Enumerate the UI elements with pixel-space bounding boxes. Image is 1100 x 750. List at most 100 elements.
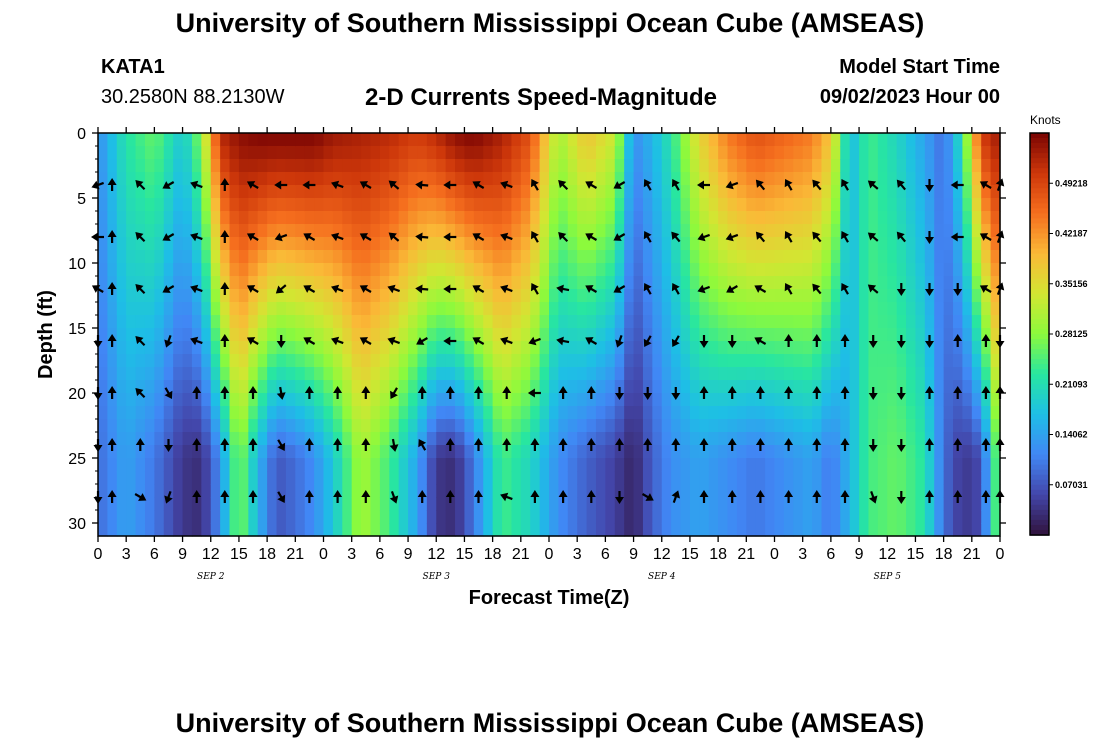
heatmap-cell	[238, 458, 249, 472]
current-arrow	[981, 334, 991, 347]
heatmap-cell	[962, 237, 973, 251]
heatmap-cell	[605, 250, 616, 264]
arrow-head	[389, 444, 399, 452]
heatmap-cell	[191, 328, 202, 342]
x-tick-label: 3	[122, 546, 131, 563]
heatmap-cell	[342, 211, 353, 225]
heatmap-cell	[342, 367, 353, 381]
heatmap-cell	[276, 354, 287, 368]
heatmap-cell	[934, 354, 945, 368]
heatmap-cell	[173, 133, 184, 147]
heatmap-cell	[314, 315, 325, 329]
heatmap-cell	[793, 315, 804, 329]
current-arrow	[220, 438, 230, 451]
heatmap-cell	[671, 328, 682, 342]
heatmap-cell	[765, 211, 776, 225]
y-axis-title: Depth (ft)	[35, 290, 57, 379]
heatmap-cell	[812, 393, 823, 407]
heatmap-cell	[304, 367, 315, 381]
arrow-head	[474, 438, 483, 445]
heatmap-cell	[379, 380, 390, 394]
heatmap-cell	[849, 198, 860, 212]
heatmap-cell	[887, 380, 898, 394]
heatmap-cell	[746, 445, 757, 459]
heatmap-cell	[830, 315, 841, 329]
heatmap-cell	[332, 237, 343, 251]
heatmap-cell	[812, 237, 823, 251]
heatmap-cell	[962, 445, 973, 459]
heatmap-cell	[276, 419, 287, 433]
heatmap-cell	[426, 315, 437, 329]
heatmap-cell	[116, 354, 127, 368]
heatmap-cell	[868, 224, 879, 238]
colorbar-segment	[1030, 419, 1049, 426]
heatmap-cell	[755, 341, 766, 355]
heatmap-cell	[736, 198, 747, 212]
heatmap-cell	[126, 471, 137, 485]
heatmap-cell	[210, 471, 221, 485]
arrow-head	[925, 237, 934, 244]
colorbar-segment	[1030, 414, 1049, 421]
heatmap-cell	[483, 185, 494, 199]
heatmap-cell	[558, 276, 569, 290]
current-arrow	[502, 386, 512, 399]
heatmap-cell	[426, 406, 437, 420]
heatmap-cell	[887, 510, 898, 524]
heatmap-cell	[201, 510, 212, 524]
arrow-head	[812, 334, 822, 341]
heatmap-cell	[765, 393, 776, 407]
heatmap-cell	[238, 198, 249, 212]
heatmap-cell	[981, 471, 992, 485]
heatmap-cell	[182, 276, 193, 290]
heatmap-cell	[126, 172, 137, 186]
heatmap-cell	[802, 263, 813, 277]
heatmap-cell	[906, 237, 917, 251]
heatmap-cell	[802, 315, 813, 329]
heatmap-cell	[896, 211, 907, 225]
heatmap-cell	[126, 523, 137, 537]
heatmap-cell	[389, 432, 400, 446]
heatmap-cell	[624, 510, 635, 524]
heatmap-cell	[614, 380, 625, 394]
heatmap-cell	[877, 289, 888, 303]
heatmap-cell	[990, 341, 1001, 355]
heatmap-cell	[934, 315, 945, 329]
heatmap-cell	[812, 445, 823, 459]
heatmap-cell	[793, 367, 804, 381]
heatmap-cell	[567, 276, 578, 290]
heatmap-cell	[802, 510, 813, 524]
heatmap-cell	[107, 133, 118, 147]
heatmap-cell	[276, 237, 287, 251]
heatmap-cell	[830, 172, 841, 186]
heatmap-cell	[285, 497, 296, 511]
heatmap-cell	[107, 458, 118, 472]
current-arrow	[725, 180, 739, 190]
heatmap-cell	[408, 523, 419, 537]
heatmap-cell	[586, 523, 597, 537]
heatmap-cell	[708, 250, 719, 264]
heatmap-cell	[220, 302, 231, 316]
heatmap-cell	[351, 172, 362, 186]
heatmap-cell	[642, 458, 653, 472]
arrow-head	[472, 181, 481, 189]
heatmap-cell	[915, 497, 926, 511]
heatmap-cell	[116, 341, 127, 355]
heatmap-cell	[248, 445, 259, 459]
heatmap-cell	[492, 419, 503, 433]
heatmap-cell	[934, 406, 945, 420]
heatmap-cell	[718, 146, 729, 160]
arrow-head	[556, 336, 564, 346]
heatmap-cell	[238, 419, 249, 433]
heatmap-cell	[502, 133, 513, 147]
heatmap-cell	[689, 432, 700, 446]
heatmap-cell	[624, 497, 635, 511]
heatmap-cell	[953, 159, 964, 173]
heatmap-cell	[642, 146, 653, 160]
heatmap-cell	[962, 523, 973, 537]
heatmap-cell	[154, 419, 165, 433]
heatmap-cell	[699, 302, 710, 316]
heatmap-cell	[661, 367, 672, 381]
heatmap-cell	[614, 250, 625, 264]
current-arrow	[93, 335, 103, 348]
heatmap-cell	[351, 250, 362, 264]
